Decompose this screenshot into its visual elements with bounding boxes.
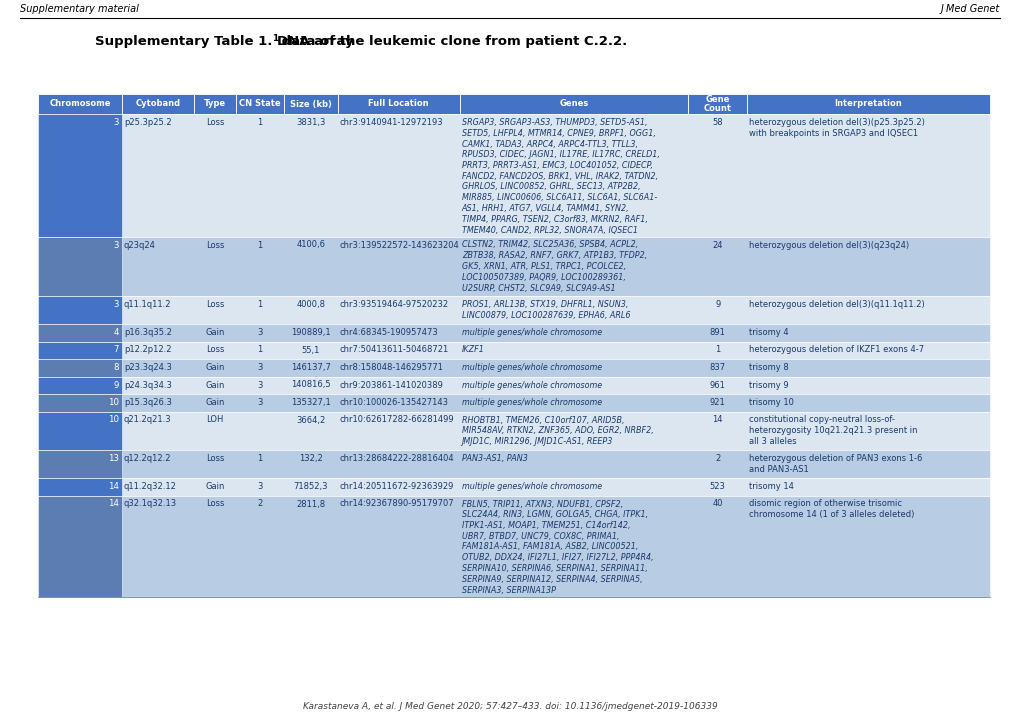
Text: 3: 3 <box>257 482 262 491</box>
Text: 1: 1 <box>257 241 262 249</box>
Text: chr8:158048-146295771: chr8:158048-146295771 <box>339 363 443 372</box>
Text: 891: 891 <box>709 328 725 337</box>
Bar <box>235 94 283 114</box>
Bar <box>38 324 989 342</box>
Text: Cytoband: Cytoband <box>136 99 180 108</box>
Bar <box>38 478 989 495</box>
Text: Gain: Gain <box>205 482 224 491</box>
Text: p12.2p12.2: p12.2p12.2 <box>123 345 171 355</box>
Text: chr10:62617282-66281499: chr10:62617282-66281499 <box>339 415 454 425</box>
Bar <box>38 359 121 376</box>
Bar <box>283 94 337 114</box>
Text: 523: 523 <box>709 482 725 491</box>
Text: 1: 1 <box>257 118 262 127</box>
Text: 4000,8: 4000,8 <box>296 300 325 309</box>
Bar <box>38 114 989 236</box>
Text: Interpretation: Interpretation <box>834 99 902 108</box>
Text: CN State: CN State <box>238 99 280 108</box>
Text: Gene
Count: Gene Count <box>703 94 731 113</box>
Text: q11.1q11.2: q11.1q11.2 <box>123 300 171 309</box>
Text: 1: 1 <box>257 454 262 463</box>
Text: Chromosome: Chromosome <box>49 99 110 108</box>
Bar <box>747 94 989 114</box>
Text: trisomy 14: trisomy 14 <box>749 482 794 491</box>
Text: chr14:92367890-95179707: chr14:92367890-95179707 <box>339 500 454 508</box>
Text: 921: 921 <box>709 398 725 407</box>
Text: PROS1, ARL13B, STX19, DHFRL1, NSUN3,
LINC00879, LOC100287639, EPHA6, ARL6: PROS1, ARL13B, STX19, DHFRL1, NSUN3, LIN… <box>462 300 630 319</box>
Text: 961: 961 <box>709 381 725 389</box>
Text: data of the leukemic clone from patient C.2.2.: data of the leukemic clone from patient … <box>276 35 627 48</box>
Text: RHOBTB1, TMEM26, C10orf107, ARID5B,
MIR548AV, RTKN2, ZNF365, ADO, EGR2, NRBF2,
J: RHOBTB1, TMEM26, C10orf107, ARID5B, MIR5… <box>462 415 653 446</box>
Bar <box>38 394 989 412</box>
Text: q12.2q12.2: q12.2q12.2 <box>123 454 171 463</box>
Text: Karastaneva A, et al. J Med Genet 2020; 57:427–433. doi: 10.1136/jmedgenet-2019-: Karastaneva A, et al. J Med Genet 2020; … <box>303 702 716 711</box>
Text: Gain: Gain <box>205 363 224 372</box>
Text: LOH: LOH <box>206 415 223 425</box>
Text: 10: 10 <box>108 415 118 425</box>
Text: q32.1q32.13: q32.1q32.13 <box>123 500 176 508</box>
Text: Size (kb): Size (kb) <box>289 99 331 108</box>
Text: 3: 3 <box>113 241 118 249</box>
Text: IKZF1: IKZF1 <box>462 345 484 355</box>
Text: trisomy 8: trisomy 8 <box>749 363 789 372</box>
Text: heterozygous deletion del(3)(p25.3p25.2)
with breakpoints in SRGAP3 and IQSEC1: heterozygous deletion del(3)(p25.3p25.2)… <box>749 118 924 138</box>
Text: 1: 1 <box>257 300 262 309</box>
Text: 9: 9 <box>714 300 719 309</box>
Bar <box>38 376 121 394</box>
Text: heterozygous deletion del(3)(q23q24): heterozygous deletion del(3)(q23q24) <box>749 241 909 249</box>
Text: 2: 2 <box>714 454 719 463</box>
Text: 837: 837 <box>709 363 726 372</box>
Text: 13: 13 <box>108 454 118 463</box>
Text: 8: 8 <box>113 363 118 372</box>
Bar <box>38 114 121 236</box>
Text: 3: 3 <box>257 381 262 389</box>
Text: 24: 24 <box>712 241 722 249</box>
Text: trisomy 9: trisomy 9 <box>749 381 788 389</box>
Text: 10: 10 <box>108 398 118 407</box>
Text: 1: 1 <box>271 34 277 43</box>
Bar <box>38 450 989 478</box>
Text: multiple genes/whole chromosome: multiple genes/whole chromosome <box>462 363 601 372</box>
Text: 2811,8: 2811,8 <box>296 500 325 508</box>
Text: 9: 9 <box>113 381 118 389</box>
Text: trisomy 4: trisomy 4 <box>749 328 788 337</box>
Text: 14: 14 <box>108 500 118 508</box>
Text: heterozygous deletion of PAN3 exons 1-6
and PAN3-AS1: heterozygous deletion of PAN3 exons 1-6 … <box>749 454 922 474</box>
Text: CLSTN2, TRIM42, SLC25A36, SPSB4, ACPL2,
ZBTB38, RASA2, RNF7, GRK7, ATP1B3, TFDP2: CLSTN2, TRIM42, SLC25A36, SPSB4, ACPL2, … <box>462 241 646 293</box>
Bar <box>38 495 989 597</box>
Text: Full Location: Full Location <box>368 99 429 108</box>
Text: 14: 14 <box>712 415 722 425</box>
Bar <box>38 324 121 342</box>
Text: p24.3q34.3: p24.3q34.3 <box>123 381 171 389</box>
Text: constitutional copy-neutral loss-of-
heterozygosity 10q21.2q21.3 present in
all : constitutional copy-neutral loss-of- het… <box>749 415 917 446</box>
Bar <box>460 94 688 114</box>
Text: 140816,5: 140816,5 <box>290 381 330 389</box>
Text: 132,2: 132,2 <box>299 454 322 463</box>
Bar <box>38 236 121 296</box>
Bar <box>38 359 989 376</box>
Text: FBLN5, TRIP11, ATXN3, NDUFB1, CPSF2,
SLC24A4, RIN3, LGMN, GOLGA5, CHGA, ITPK1,
I: FBLN5, TRIP11, ATXN3, NDUFB1, CPSF2, SLC… <box>462 500 653 595</box>
Text: Loss: Loss <box>206 241 224 249</box>
Text: q21.2q21.3: q21.2q21.3 <box>123 415 171 425</box>
Text: 4100,6: 4100,6 <box>296 241 325 249</box>
Bar <box>38 495 121 597</box>
Text: 40: 40 <box>712 500 722 508</box>
Text: Loss: Loss <box>206 118 224 127</box>
Text: 14: 14 <box>108 482 118 491</box>
Text: p15.3q26.3: p15.3q26.3 <box>123 398 171 407</box>
Text: chr9:203861-141020389: chr9:203861-141020389 <box>339 381 443 389</box>
Bar <box>38 478 121 495</box>
Text: 3: 3 <box>257 363 262 372</box>
Bar <box>688 94 747 114</box>
Text: heterozygous deletion del(3)(q11.1q11.2): heterozygous deletion del(3)(q11.1q11.2) <box>749 300 924 309</box>
Text: 71852,3: 71852,3 <box>293 482 328 491</box>
Text: Type: Type <box>204 99 226 108</box>
Text: 3831,3: 3831,3 <box>296 118 325 127</box>
Text: PAN3-AS1, PAN3: PAN3-AS1, PAN3 <box>462 454 527 463</box>
Text: Loss: Loss <box>206 345 224 355</box>
Text: disomic region of otherwise trisomic
chromosome 14 (1 of 3 alleles deleted): disomic region of otherwise trisomic chr… <box>749 500 914 519</box>
Text: p23.3q24.3: p23.3q24.3 <box>123 363 171 372</box>
Text: 3: 3 <box>257 328 262 337</box>
Text: Gain: Gain <box>205 398 224 407</box>
Text: Supplementary Table 1. DNA array: Supplementary Table 1. DNA array <box>95 35 354 48</box>
